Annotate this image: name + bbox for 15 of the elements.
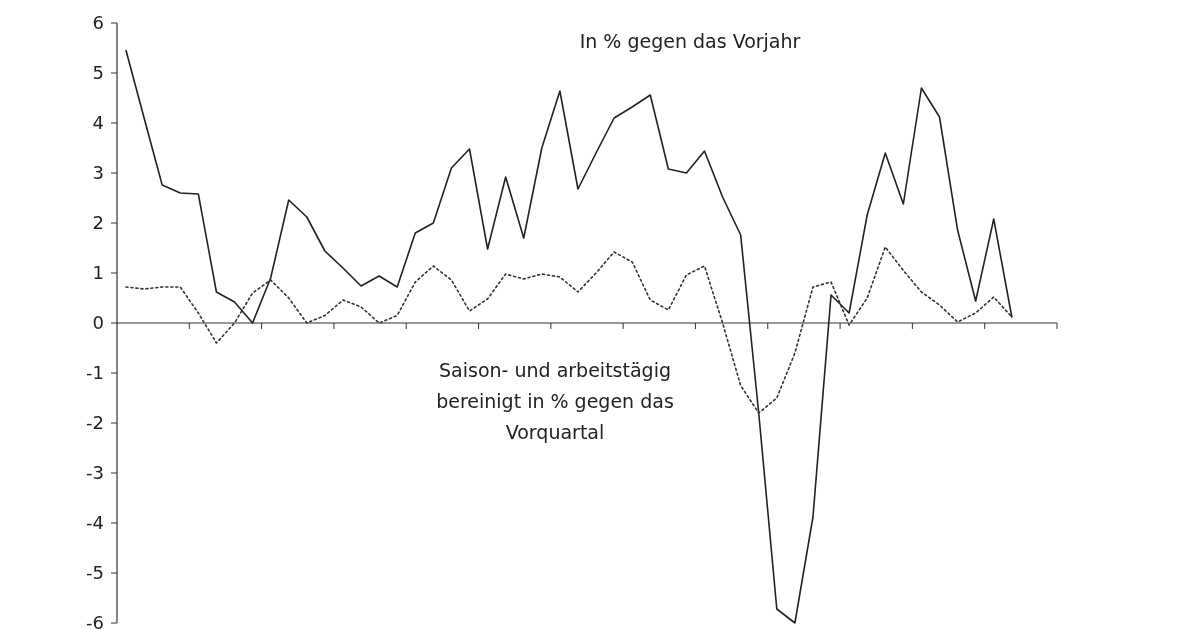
- y-tick-label: -6: [86, 612, 104, 630]
- y-tick-label: 2: [92, 212, 104, 234]
- y-tick-label: 4: [92, 112, 104, 134]
- y-tick-label: -5: [86, 562, 104, 584]
- y-tick-label: 5: [92, 62, 104, 84]
- y-tick-label: -3: [86, 462, 104, 484]
- y-tick-label: -4: [86, 512, 104, 534]
- text: Saison- und arbeitstägig bereinigt in % gegen das Vorquartal: [436, 359, 674, 443]
- text: In % gegen das Vorjahr: [579, 30, 801, 52]
- y-tick-label: 1: [92, 262, 104, 284]
- y-tick-label: -2: [86, 412, 104, 434]
- y-tick-label: -1: [86, 362, 104, 384]
- y-tick-label: 3: [92, 162, 104, 184]
- y-tick-label: 6: [92, 12, 104, 34]
- y-tick-label: 0: [92, 312, 104, 334]
